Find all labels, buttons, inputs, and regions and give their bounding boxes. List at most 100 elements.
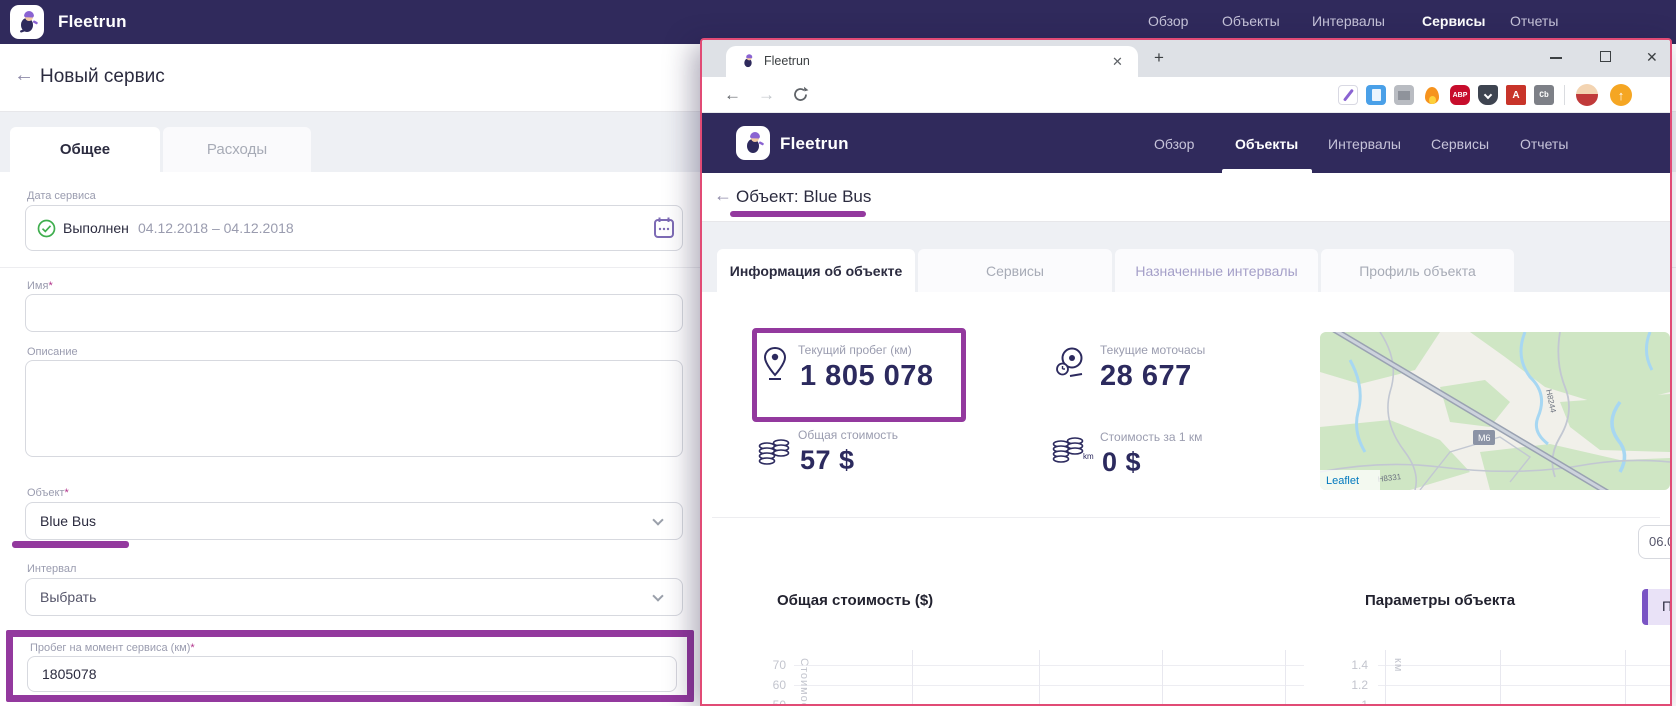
browser-window: Fleetrun ✕ + ✕ ← → https://fleetrun.wial… [700,38,1672,706]
toolbar-divider [1564,85,1565,105]
tab-services[interactable]: Сервисы [918,249,1112,292]
page-app-header: Fleetrun Обзор Объекты Интервалы Сервисы… [702,113,1670,173]
cost-gridline-v [1162,650,1163,704]
cost-gridline-v [912,650,913,704]
profile-avatar[interactable] [1576,84,1598,106]
tab-services-label: Сервисы [985,262,1044,279]
bg-app-header: Fleetrun Обзор Объекты Интервалы Сервисы… [0,0,1676,44]
page-nav-overview[interactable]: Обзор [1154,136,1195,152]
unit-select[interactable]: Blue Bus [25,502,683,540]
fleetrun-logo-icon [736,126,770,160]
tab-assigned-intervals[interactable]: Назначенные интервалы [1115,249,1318,292]
cost-y-axis-label: Стоимость [798,658,810,706]
notebook-extension-icon[interactable] [1366,85,1386,105]
bg-nav-overview[interactable]: Обзор [1148,13,1189,29]
browser-forward-icon: → [758,85,775,104]
unit-heading-row: ← Объект: Blue Bus [702,173,1670,221]
cost-gridline [794,685,1304,686]
favicon-fleetrun-icon [744,54,753,68]
description-textarea[interactable] [25,360,683,457]
unit-map[interactable]: M6 H8244 H8331 Leaflet [1320,332,1670,490]
page-nav-units[interactable]: Объекты [1235,136,1299,152]
leaflet-attribution[interactable]: Leaflet [1326,475,1359,487]
page-nav-reports[interactable]: Отчеты [1520,136,1569,152]
params-chart-title: Параметры объекта [1365,592,1516,609]
cost-y-tick-50: 50 [772,698,786,706]
coins-icon [758,439,790,465]
page-nav-services[interactable]: Сервисы [1431,136,1490,152]
quill-extension-icon[interactable] [1338,85,1358,105]
unit-label: Объект* [27,487,69,499]
dictionary-label: A [1512,89,1520,101]
stat-cost-value: 57 $ [800,445,855,475]
name-input[interactable] [25,294,683,332]
tab-assigned-intervals-label: Назначенные интервалы [1135,262,1298,279]
stat-mileage-value: 1 805 078 [800,360,934,392]
interval-select-value: Выбрать [40,589,97,605]
browser-tab[interactable]: Fleetrun ✕ [726,46,1138,77]
interval-select[interactable]: Выбрать [25,578,683,616]
pocket-shield-extension-icon[interactable] [1478,85,1498,105]
tab-expenses-label: Расходы [206,141,268,158]
browser-back-icon[interactable]: ← [724,85,741,104]
date-filter-input[interactable]: 06.0 [1638,525,1670,559]
tab-unit-profile[interactable]: Профиль объекта [1321,249,1514,292]
window-minimize-icon[interactable] [1550,57,1562,59]
tab-general[interactable]: Общее [10,127,160,172]
bg-nav-units[interactable]: Объекты [1222,13,1280,29]
adblock-extension-icon[interactable]: ABP [1450,85,1470,105]
page-brand-title: Fleetrun [780,134,849,153]
screenshot-extension-icon[interactable] [1394,85,1414,105]
heading-underline-annotation [730,211,866,217]
required-asterisk: * [190,642,195,654]
cost-gridline [794,665,1304,666]
mileage-input[interactable] [27,656,677,692]
unit-underline-annotation [12,541,129,548]
stat-mileage-label: Текущий пробег (км) [798,343,912,357]
param-y-tick-1: 1 [1361,698,1368,706]
param-gridline-v [1625,650,1626,704]
calendar-icon[interactable] [653,216,675,240]
map-canvas: M6 H8244 H8331 Leaflet [1320,332,1670,490]
mileage-stat-annotation-box [752,328,966,422]
back-arrow-icon[interactable]: ← [714,185,732,205]
cost-y-tick-60: 60 [772,678,786,692]
tab-unit-profile-label: Профиль объекта [1359,262,1476,279]
flame-extension-icon[interactable] [1422,85,1442,105]
cost-gridline-v [1285,650,1286,704]
new-tab-icon[interactable]: + [1154,48,1164,67]
bg-nav-services[interactable]: Сервисы [1422,13,1486,29]
param-y-axis-label: км [1392,658,1404,673]
reload-icon[interactable] [792,86,809,103]
param-gridline-v [1500,650,1501,704]
service-date-field[interactable]: Выполнен 04.12.2018 – 04.12.2018 [25,205,683,251]
param-toggle-button[interactable]: П [1642,589,1670,625]
tab-general-label: Общее [59,141,111,158]
tab-expenses[interactable]: Расходы [163,127,311,172]
map-road-m6-label: M6 [1478,433,1491,443]
bg-nav-intervals[interactable]: Интервалы [1312,13,1385,29]
colorbook-extension-icon[interactable]: Cb [1534,85,1554,105]
page-nav-intervals[interactable]: Интервалы [1328,136,1401,152]
required-asterisk: * [48,280,53,292]
fleetrun-logo-icon [10,5,44,39]
engine-hours-icon [1056,347,1083,377]
svg-text:km: km [1083,452,1094,461]
param-gridline-v [1385,650,1386,704]
bg-nav-reports[interactable]: Отчеты [1510,13,1559,29]
card-divider [712,517,1660,518]
interval-label: Интервал [27,563,77,575]
tab-unit-info-label: Информация об объекте [729,262,903,279]
tab-unit-info[interactable]: Информация об объекте [717,249,915,292]
description-label: Описание [27,346,78,358]
window-close-icon[interactable]: ✕ [1646,49,1658,65]
window-maximize-icon[interactable] [1600,51,1611,62]
tab-close-icon[interactable]: ✕ [1112,54,1123,69]
back-arrow-icon[interactable]: ← [14,64,34,86]
param-gridline [1378,665,1670,666]
upload-extension-icon[interactable]: ↑ [1610,84,1632,106]
stat-hours-label: Текущие моточасы [1100,343,1206,357]
fleetrun-mascot-icon [20,11,38,33]
active-nav-underline [1222,169,1312,173]
dictionary-extension-icon[interactable]: A [1506,85,1526,105]
